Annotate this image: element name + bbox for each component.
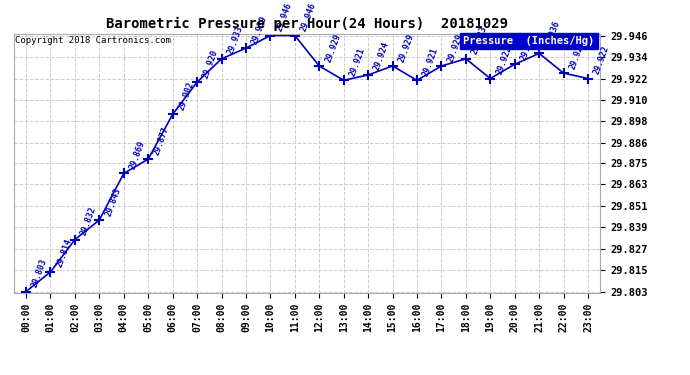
Text: 29.924: 29.924 xyxy=(373,41,391,72)
Title: Barometric Pressure per Hour(24 Hours)  20181029: Barometric Pressure per Hour(24 Hours) 2… xyxy=(106,17,508,31)
Text: 29.921: 29.921 xyxy=(421,46,440,78)
Text: 29.939: 29.939 xyxy=(250,14,269,45)
Text: 29.929: 29.929 xyxy=(324,32,342,63)
Text: 29.946: 29.946 xyxy=(275,2,293,33)
Text: 29.832: 29.832 xyxy=(79,206,98,237)
Text: 29.902: 29.902 xyxy=(177,80,195,111)
Text: 29.929: 29.929 xyxy=(446,32,464,63)
Text: 29.803: 29.803 xyxy=(30,258,49,289)
Text: 29.921: 29.921 xyxy=(348,46,366,78)
Text: 29.920: 29.920 xyxy=(201,48,220,80)
Text: 29.946: 29.946 xyxy=(299,2,317,33)
Text: Pressure  (Inches/Hg): Pressure (Inches/Hg) xyxy=(463,36,594,46)
Text: 29.843: 29.843 xyxy=(104,186,122,217)
Text: 29.922: 29.922 xyxy=(495,45,513,76)
Text: Copyright 2018 Cartronics.com: Copyright 2018 Cartronics.com xyxy=(15,36,171,45)
Text: 29.925: 29.925 xyxy=(568,39,586,70)
Text: 29.922: 29.922 xyxy=(592,45,611,76)
Text: 29.929: 29.929 xyxy=(397,32,415,63)
Text: 29.814: 29.814 xyxy=(55,238,73,269)
Text: 29.933: 29.933 xyxy=(226,25,244,56)
Text: 29.930: 29.930 xyxy=(519,30,538,62)
Text: 29.869: 29.869 xyxy=(128,140,147,171)
Text: 29.936: 29.936 xyxy=(543,20,562,51)
Text: 29.933: 29.933 xyxy=(470,25,489,56)
Text: 29.877: 29.877 xyxy=(152,125,171,156)
